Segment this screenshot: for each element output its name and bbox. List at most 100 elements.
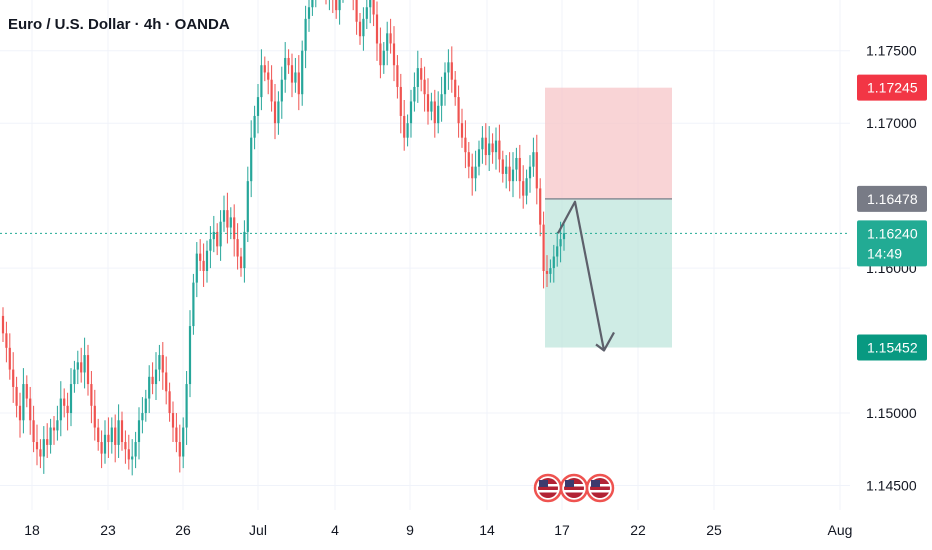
current-price-badge-text: 14:49 [867, 245, 902, 261]
target-price-badge-bg [857, 334, 927, 361]
candle-body [338, 0, 341, 11]
candle-body [409, 101, 413, 124]
candle-body [253, 115, 256, 138]
candle-body [59, 398, 62, 421]
candle-body [256, 97, 260, 116]
candle-body [511, 169, 515, 182]
us-flag-icon [533, 473, 563, 503]
candle-body [430, 101, 433, 112]
candle-body [290, 65, 294, 83]
candle-body [477, 149, 481, 167]
candle-body [518, 157, 521, 182]
candle-body [18, 405, 22, 421]
candle-body [375, 14, 379, 44]
candle-body [120, 420, 124, 443]
candle-body [90, 384, 93, 406]
flag-canton [591, 480, 600, 487]
candle-body [202, 260, 205, 272]
candle-body [399, 86, 402, 116]
candle-body [552, 256, 555, 269]
candle-body [148, 376, 151, 399]
grid-lines [0, 0, 850, 510]
candle-body [481, 137, 484, 150]
candle-body [226, 210, 229, 228]
candle-body [168, 391, 171, 414]
candle-body [525, 178, 528, 196]
candle-body [110, 427, 113, 443]
candle-body [539, 188, 542, 225]
candle-body [236, 239, 239, 257]
candle-body [386, 33, 389, 51]
candle-body [396, 65, 399, 87]
candle-body [69, 384, 73, 414]
candle-body [154, 369, 158, 385]
candle-body [171, 413, 175, 428]
candle-body [222, 210, 226, 222]
stop-price-badge-text: 1.17245 [867, 80, 918, 96]
candle-body [52, 427, 56, 431]
candle-body [491, 143, 494, 153]
candle-body [63, 398, 66, 406]
candle-body [86, 355, 90, 385]
position-zones [545, 87, 672, 348]
candle-body [219, 221, 222, 247]
candle-body [369, 0, 372, 8]
candle-body [423, 79, 426, 95]
candle-body [358, 21, 362, 37]
y-tick-label: 1.15000 [866, 405, 917, 421]
candle-body [100, 442, 103, 454]
candle-body [355, 0, 358, 22]
x-tick-label: 22 [630, 522, 646, 538]
candle-body [246, 181, 249, 232]
candle-body [556, 246, 559, 257]
entry-price-badge-bg [857, 185, 927, 212]
candle-body [131, 456, 134, 460]
candle-body [161, 355, 164, 373]
candle-body [484, 137, 487, 156]
candle-body [284, 57, 287, 80]
candle-body [528, 166, 532, 179]
candle-body [488, 143, 491, 156]
candle-body [260, 65, 263, 98]
target-price-badge: 1.15452 [857, 334, 927, 361]
candle-body [467, 152, 470, 167]
candle-body [49, 427, 52, 445]
x-tick-label: 9 [406, 522, 414, 538]
candle-body [42, 439, 45, 457]
candle-body [273, 101, 277, 124]
candle-body [80, 362, 83, 373]
candle-body [392, 43, 396, 66]
candle-body [270, 79, 273, 102]
candle-body [365, 7, 368, 19]
candle-body [29, 398, 32, 421]
candle-body [267, 72, 270, 80]
flag-white-stripe [564, 490, 584, 493]
candle-body [457, 97, 460, 124]
candle-body [447, 62, 450, 73]
x-tick-label: 18 [24, 522, 40, 538]
x-tick-label: 23 [100, 522, 116, 538]
candle-body [141, 413, 144, 421]
symbol-title: Euro / U.S. Dollar · 4h · OANDA [8, 16, 230, 33]
candle-body [362, 18, 365, 37]
overlays [0, 200, 850, 503]
candle-body [185, 384, 188, 428]
candle-body [474, 166, 477, 179]
candle-body [508, 166, 511, 182]
flag-canton [539, 480, 548, 487]
candle-body [263, 65, 266, 73]
candle-body [437, 105, 440, 124]
stop-price-badge-bg [857, 74, 927, 101]
candle-body [175, 427, 178, 443]
candle-body [562, 233, 566, 240]
y-tick-label: 1.17500 [866, 43, 917, 59]
projection-arrowhead [595, 331, 615, 352]
candle-body [287, 57, 290, 66]
candle-body [114, 427, 117, 445]
candle-body [515, 157, 518, 170]
flag-white-stripe [590, 490, 610, 493]
candle-body [239, 256, 243, 269]
candle-body [117, 420, 120, 445]
x-tick-label: Aug [828, 522, 853, 538]
